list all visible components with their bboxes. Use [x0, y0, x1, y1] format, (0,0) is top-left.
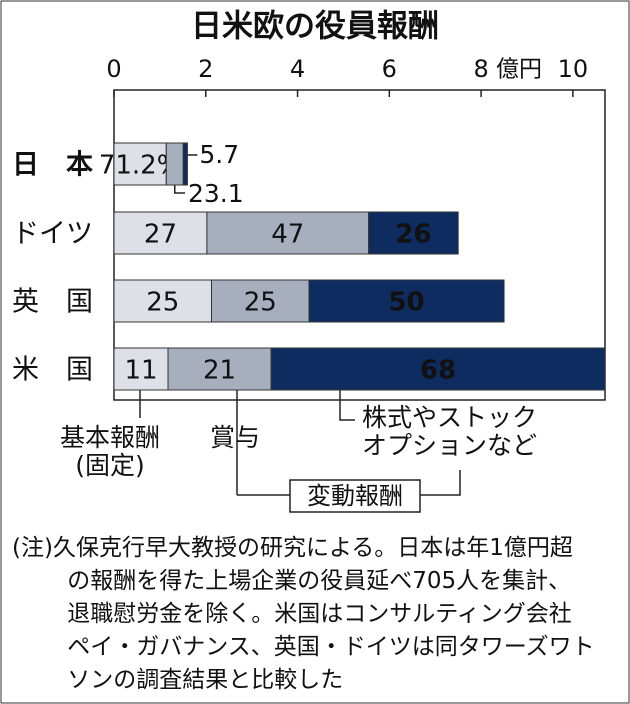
data-label: 5.7	[199, 140, 239, 169]
bar-segment	[270, 347, 606, 391]
chart-title: 日米欧の役員報酬	[191, 9, 439, 45]
data-label: 68	[420, 356, 456, 386]
data-label: 27	[144, 220, 177, 250]
bracket-label: 変動報酬	[307, 482, 403, 510]
bar-segment	[167, 347, 272, 391]
data-label: 11	[124, 356, 157, 386]
x-tick-label: 8	[473, 55, 488, 83]
data-label: 21	[203, 356, 236, 386]
x-tick-label: 10	[558, 55, 589, 83]
bar-segment	[368, 211, 459, 255]
x-tick-label: 6	[382, 55, 397, 83]
data-label: 25	[244, 288, 277, 318]
bar-segment	[182, 142, 188, 186]
bar-segment	[113, 211, 208, 255]
bar-segment	[206, 211, 370, 255]
callout-line	[174, 185, 185, 194]
data-label: 47	[271, 220, 304, 250]
note: (注)久保克行早大教授の研究による。日本は年1億円超 の報酬を得た上場企業の役員…	[12, 535, 595, 693]
x-tick-label: 4	[290, 55, 305, 83]
category-label: ドイツ	[12, 219, 93, 250]
bracket-box	[289, 479, 421, 513]
category-label: 日 本	[12, 150, 93, 181]
data-label: 23.1	[188, 179, 244, 208]
bar-segment	[308, 279, 505, 323]
bar-segment	[113, 279, 213, 323]
x-tick-label: 2	[198, 55, 213, 83]
leader-lines	[139, 390, 461, 496]
data-label: 50	[388, 288, 424, 318]
legend-base: 基本報酬 (固定)	[59, 423, 160, 480]
legend-stock: 株式やストック オプションなど	[362, 403, 538, 460]
legend-bonus: 賞与	[210, 423, 261, 452]
bar-segment	[211, 279, 310, 323]
category-label: 米 国	[12, 355, 93, 386]
data-label: 26	[395, 220, 431, 250]
bar-segment	[165, 142, 184, 186]
x-tick-label: 0	[106, 55, 121, 83]
data-label: 25	[146, 288, 179, 318]
category-label: 英 国	[12, 287, 93, 318]
x-unit: 億円	[496, 57, 542, 83]
bar-segment	[113, 347, 169, 391]
